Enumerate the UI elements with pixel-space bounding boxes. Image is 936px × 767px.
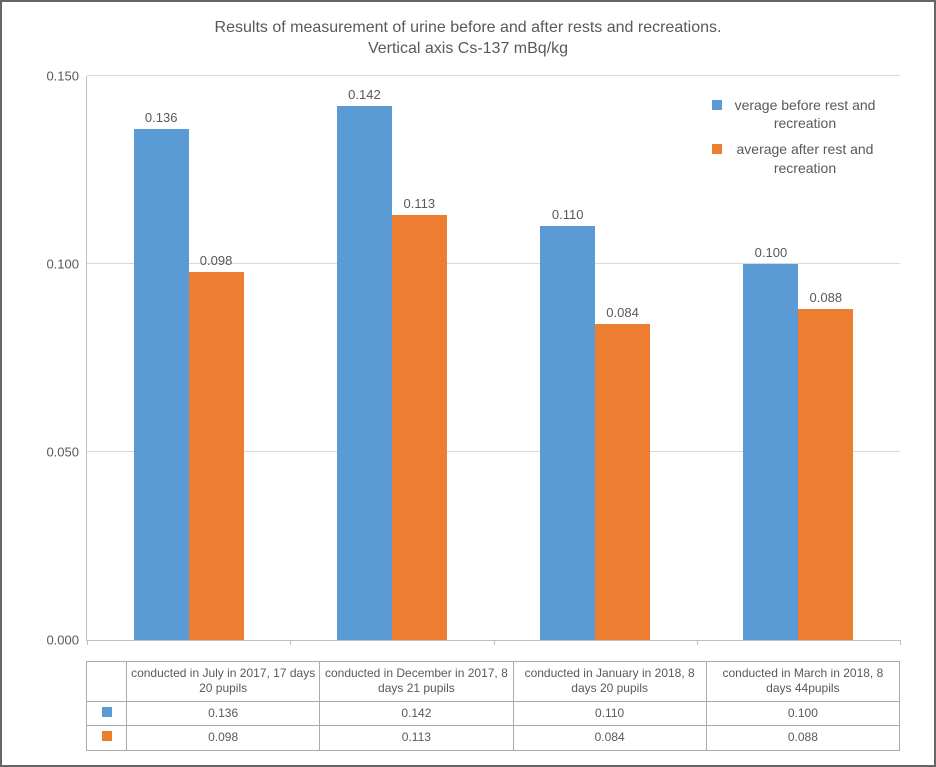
table-cell: 0.098 xyxy=(127,726,320,751)
table-cell: 0.084 xyxy=(513,726,706,751)
bar-value-label: 0.088 xyxy=(810,290,843,305)
series-swatch-cell xyxy=(87,726,127,751)
category-label: conducted in December in 2017, 8 days 21… xyxy=(320,661,513,701)
ytick-label: 0.050 xyxy=(46,445,79,460)
bar-group: 0.1360.098 xyxy=(87,76,290,640)
chart-title: Results of measurement of urine before a… xyxy=(6,6,930,68)
category-label: conducted in January in 2018, 8 days 20 … xyxy=(513,661,706,701)
bar-value-label: 0.100 xyxy=(755,245,788,260)
bar: 0.113 xyxy=(392,215,447,640)
ytick-label: 0.150 xyxy=(46,69,79,84)
legend-item: verage before rest and recreation xyxy=(712,96,880,132)
bar-group: 0.1100.084 xyxy=(494,76,697,640)
bar-value-label: 0.098 xyxy=(200,253,233,268)
bar: 0.084 xyxy=(595,324,650,640)
category-label: conducted in July in 2017, 17 days 20 pu… xyxy=(127,661,320,701)
table-cell: 0.088 xyxy=(706,726,899,751)
chart-title-line2: Vertical axis Cs-137 mBq/kg xyxy=(6,39,930,60)
bar: 0.098 xyxy=(189,272,244,640)
bar-value-label: 0.110 xyxy=(552,207,584,222)
legend-swatch xyxy=(712,100,722,110)
xtick-mark xyxy=(697,640,698,645)
bar: 0.110 xyxy=(540,226,595,640)
series-swatch-cell xyxy=(87,701,127,726)
table-cell: 0.110 xyxy=(513,701,706,726)
legend-swatch xyxy=(712,144,722,154)
bar-group: 0.1420.113 xyxy=(290,76,493,640)
xtick-mark xyxy=(900,640,901,645)
table-cell: 0.113 xyxy=(320,726,513,751)
bar: 0.142 xyxy=(337,106,392,640)
bar-value-label: 0.084 xyxy=(606,305,639,320)
bar-value-label: 0.142 xyxy=(348,87,381,102)
table-row: 0.0980.1130.0840.088 xyxy=(87,726,900,751)
table-row: 0.1360.1420.1100.100 xyxy=(87,701,900,726)
bar-value-label: 0.136 xyxy=(145,110,178,125)
bar: 0.136 xyxy=(134,129,189,640)
chart-title-line1: Results of measurement of urine before a… xyxy=(6,18,930,39)
legend-swatch xyxy=(102,707,112,717)
legend-swatch xyxy=(102,731,112,741)
bar: 0.088 xyxy=(798,309,853,640)
legend-label: verage before rest and recreation xyxy=(730,96,880,132)
xtick-mark xyxy=(87,640,88,645)
chart-container: Results of measurement of urine before a… xyxy=(6,6,930,761)
ytick-label: 0.100 xyxy=(46,257,79,272)
table-cell: 0.100 xyxy=(706,701,899,726)
legend-label: average after rest and recreation xyxy=(730,140,880,176)
category-label: conducted in March in 2018, 8 days 44pup… xyxy=(706,661,899,701)
data-table: conducted in July in 2017, 17 days 20 pu… xyxy=(86,661,900,751)
legend: verage before rest and recreation average… xyxy=(712,96,880,185)
table-corner-cell xyxy=(87,661,127,701)
table-cell: 0.136 xyxy=(127,701,320,726)
xtick-mark xyxy=(494,640,495,645)
legend-item: average after rest and recreation xyxy=(712,140,880,176)
table-header-row: conducted in July in 2017, 17 days 20 pu… xyxy=(87,661,900,701)
bar-value-label: 0.113 xyxy=(404,196,436,211)
table-cell: 0.142 xyxy=(320,701,513,726)
ytick-label: 0.000 xyxy=(46,633,79,648)
bar: 0.100 xyxy=(743,264,798,640)
xtick-mark xyxy=(290,640,291,645)
